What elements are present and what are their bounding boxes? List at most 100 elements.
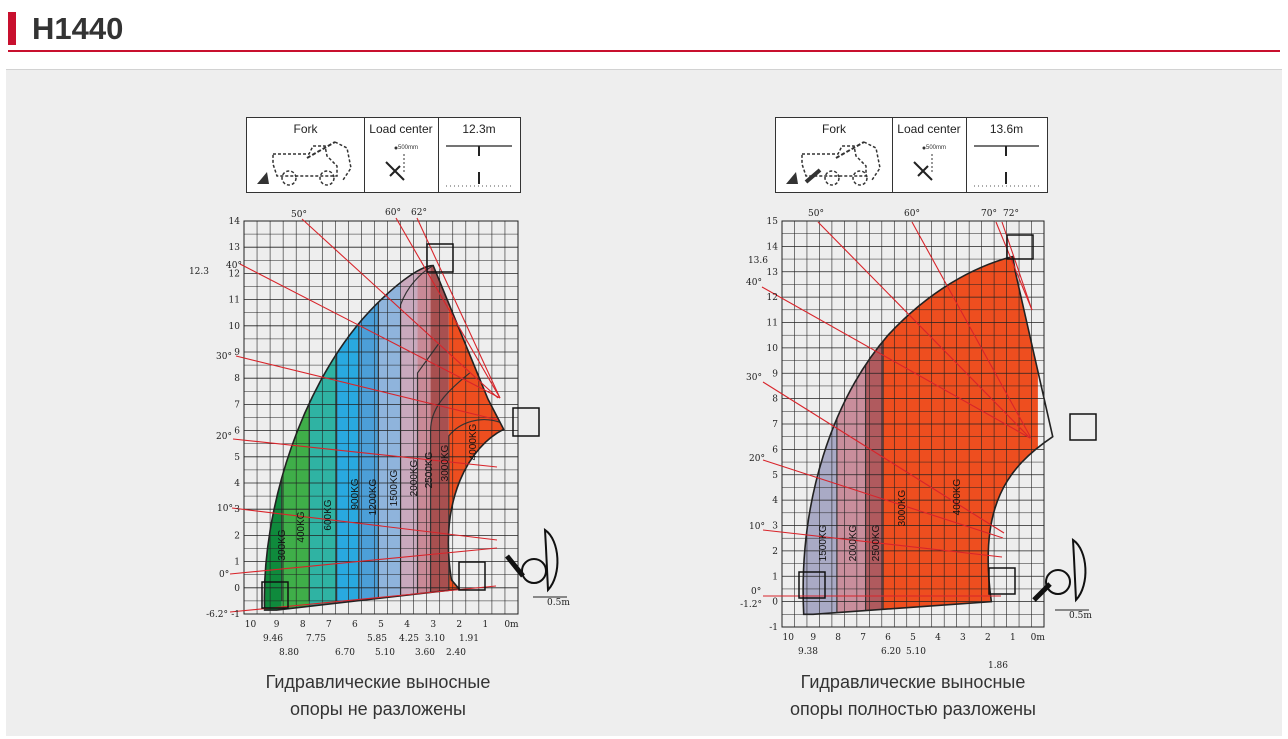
x-tick-label: 3 (430, 620, 436, 630)
left-load-center-cell: Load center 500mm (364, 118, 439, 192)
load-zone-boundary (416, 343, 439, 601)
wheel-icon (1045, 569, 1071, 595)
boom-angle-label: 70° (981, 209, 997, 219)
boom-angle-label: 40° (226, 261, 242, 271)
boom-angle-line (762, 381, 1005, 534)
boom-angle-label: 20° (749, 454, 765, 464)
y-tick-label: 4 (772, 496, 778, 506)
cab-icon (1071, 538, 1087, 603)
x-distance-mark: 3.60 (415, 648, 435, 658)
y-tick-label: 10 (767, 344, 779, 354)
left-load-center-label: Load center (369, 122, 433, 136)
y-special-mark: -6.2° (206, 610, 228, 620)
boom-angle-line (995, 221, 1033, 311)
telehandler-fork-icon (257, 141, 352, 186)
telehandler-fork-icon (786, 141, 881, 186)
fork-carriage-icon (988, 567, 1016, 595)
x-distance-mark: 4.25 (399, 634, 419, 644)
x-tick-label: 6 (885, 633, 891, 643)
x-distance-mark: 7.75 (306, 634, 326, 644)
boom-angle-label: 0° (751, 587, 761, 597)
boom-angle-line (817, 221, 1031, 439)
load-center-icon (913, 146, 933, 181)
max-height-icon (974, 145, 1039, 187)
y-special-mark: -1.2° (740, 600, 762, 610)
boom-angle-line (229, 547, 498, 575)
boom-angle-label: 50° (808, 209, 824, 219)
right-load-center-label: Load center (897, 122, 961, 136)
boom-angle-line (395, 217, 501, 399)
x-tick-label: 7 (860, 633, 866, 643)
y-tick-label: 0 (772, 598, 778, 608)
diagram-panel (6, 69, 1282, 736)
x-distance-mark: 2.40 (446, 648, 466, 658)
x-tick-label: 10 (245, 620, 257, 630)
load-label: 2500KG (871, 524, 882, 561)
boom-angle-label: 62° (411, 208, 427, 218)
title-accent-bar (8, 12, 16, 45)
y-tick-label: 7 (772, 420, 778, 430)
x-distance-mark: 5.85 (367, 634, 387, 644)
x-tick-label: 8 (300, 620, 306, 630)
right-caption: Гидравлические выносные опоры полностью … (733, 669, 1093, 723)
x-tick-label: 4 (404, 620, 410, 630)
x-distance-mark: 1.86 (988, 661, 1008, 671)
right-caption-line1: Гидравлические выносные (800, 672, 1026, 692)
scale-note: 0.5m (1069, 611, 1092, 621)
y-tick-label: 9 (772, 369, 778, 379)
page-title: H1440 (32, 11, 124, 46)
max-height-icon (446, 145, 512, 187)
boom-angle-line (762, 529, 1003, 558)
load-label: 300KG (277, 529, 288, 560)
load-label: 1500KG (389, 469, 400, 506)
outrigger-icon (1032, 582, 1052, 602)
boom-icon (505, 554, 525, 578)
y-tick-label: 14 (767, 242, 779, 252)
left-fork-label: Fork (293, 122, 318, 136)
y-tick-label: 0 (234, 584, 240, 594)
fork-carriage-icon (261, 581, 289, 609)
y-tick-label: -1 (769, 623, 778, 633)
fork-carriage-icon (1006, 234, 1034, 260)
y-tick-label: 8 (234, 374, 240, 384)
y-tick-label: 3 (772, 522, 778, 532)
x-tick-label: 1 (483, 620, 489, 630)
left-load-center-note: 500mm (398, 145, 419, 151)
fork-carriage-icon (458, 561, 486, 591)
left-caption: Гидравлические выносные опоры не разложе… (198, 669, 558, 723)
load-label: 2000KG (409, 459, 420, 496)
y-tick-label: 3 (234, 505, 240, 515)
load-label: 400KG (296, 511, 307, 542)
boom-angle-label: 20° (216, 432, 232, 442)
fork-carriage-icon (426, 243, 454, 273)
load-label: 1500KG (818, 524, 829, 561)
x-tick-label: 2 (985, 633, 991, 643)
y-tick-label: 8 (772, 395, 778, 405)
y-tick-label: 13 (767, 268, 779, 278)
cab-icon (543, 528, 559, 593)
y-tick-label: 13 (229, 243, 241, 253)
x-tick-label: 10 (783, 633, 795, 643)
x-distance-mark: 3.10 (425, 634, 445, 644)
boom-angle-label: 50° (291, 210, 307, 220)
x-tick-label: 0m (1031, 633, 1046, 643)
right-height-cell: 13.6m (966, 118, 1047, 192)
boom-angle-label: 0° (219, 570, 229, 580)
right-max-height-label: 13.6m (989, 122, 1024, 136)
y-tick-label: -1 (231, 610, 240, 620)
left-spec-header: Fork Load center 500mm 12.3m (246, 117, 521, 193)
y-tick-label: 2 (772, 547, 778, 557)
page-header: H1440 (0, 0, 1288, 52)
boom-angle-line (301, 218, 499, 399)
fork-carriage-icon (1069, 413, 1097, 441)
boom-angle-line (235, 355, 499, 421)
y-special-mark: 12.3 (189, 267, 209, 277)
boom-angle-line (761, 286, 1031, 439)
x-tick-label: 9 (274, 620, 280, 630)
load-label: 4000KG (952, 478, 963, 515)
y-tick-label: 14 (229, 217, 241, 227)
load-label: 900KG (350, 478, 361, 509)
right-fork-label: Fork (822, 122, 846, 136)
boom-angle-label: 30° (216, 352, 232, 362)
